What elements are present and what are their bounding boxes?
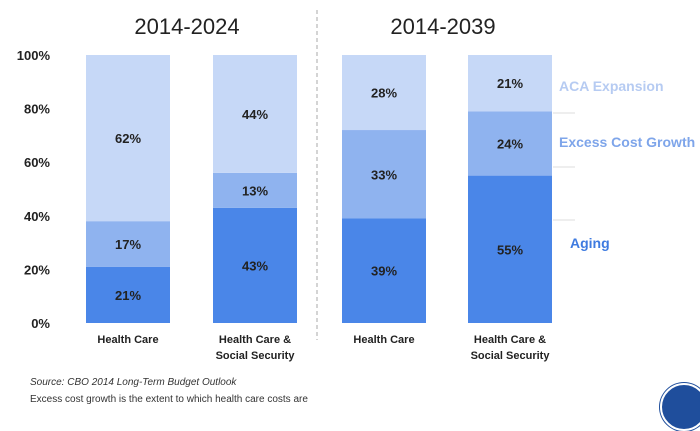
- data-label: 62%: [115, 131, 141, 146]
- y-tick-label: 0%: [31, 316, 50, 331]
- x-tick-label: Social Security: [216, 350, 296, 362]
- x-tick-label: Health Care: [353, 334, 414, 346]
- panel-title: 2014-2039: [390, 14, 495, 39]
- logo: [660, 383, 700, 431]
- legend-label: Aging: [570, 235, 610, 251]
- bar-segment: [342, 55, 426, 131]
- bar-segment: [213, 55, 297, 173]
- bar-segment: [342, 130, 426, 219]
- data-label: 21%: [115, 288, 141, 303]
- x-tick-label: Health Care &: [474, 334, 546, 346]
- data-label: 13%: [242, 183, 268, 198]
- y-tick-label: 100%: [17, 48, 51, 63]
- bar-segment: [468, 175, 552, 323]
- source-note: Source: CBO 2014 Long-Term Budget Outloo…: [30, 377, 237, 388]
- panel-title: 2014-2024: [134, 14, 239, 39]
- data-label: 21%: [497, 76, 523, 91]
- bar-segment: [86, 55, 170, 222]
- x-tick-label: Health Care: [97, 334, 158, 346]
- y-tick-label: 20%: [24, 262, 50, 277]
- data-label: 39%: [371, 264, 397, 279]
- data-label: 24%: [497, 136, 523, 151]
- bar-segment: [468, 111, 552, 176]
- stacked-bar-chart: 0% 20% 40% 60% 80% 100% 2014-2024 21% 17% 62% Heal…: [17, 10, 695, 362]
- data-label: 43%: [242, 258, 268, 273]
- y-tick-label: 60%: [24, 155, 50, 170]
- y-tick-label: 80%: [24, 102, 50, 117]
- data-label: 33%: [371, 167, 397, 182]
- x-tick-label: Health Care &: [219, 334, 291, 346]
- y-tick-label: 40%: [24, 209, 50, 224]
- data-label: 55%: [497, 242, 523, 257]
- bar-segment: [213, 172, 297, 208]
- data-label: 44%: [242, 107, 268, 122]
- x-tick-label: Social Security: [471, 350, 551, 362]
- bar-segment: [86, 221, 170, 267]
- legend-label: ACA Expansion: [559, 78, 664, 94]
- bar-segment: [468, 55, 552, 112]
- data-label: 28%: [371, 86, 397, 101]
- bar-segment: [86, 266, 170, 323]
- bar-segment: [342, 218, 426, 323]
- bar-segment: [213, 207, 297, 323]
- data-label: 17%: [115, 237, 141, 252]
- legend-label: Excess Cost Growth: [559, 134, 695, 150]
